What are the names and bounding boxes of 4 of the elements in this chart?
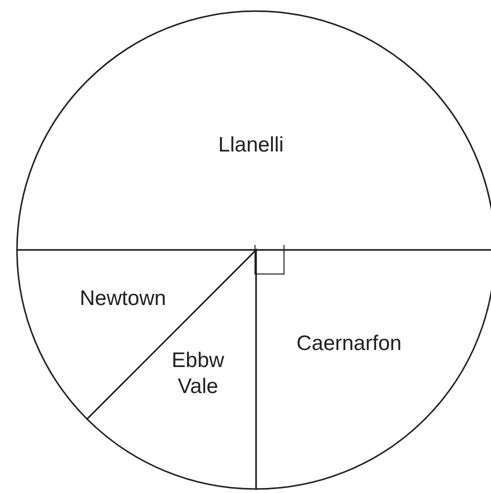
slice-label: Newtown [80, 286, 166, 310]
slice-label: Caernarfon [296, 332, 402, 355]
slice-label: Ebbw Vale [172, 348, 226, 398]
slice-label: Llanelli [218, 133, 284, 156]
